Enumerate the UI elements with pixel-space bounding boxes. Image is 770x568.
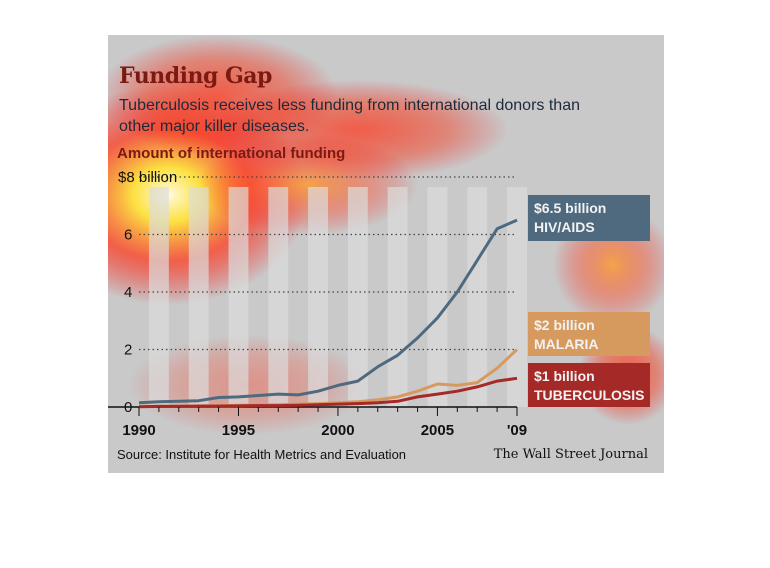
legend-tuberculosis: $1 billion TUBERCULOSIS bbox=[528, 363, 650, 407]
x-tick-label: 2005 bbox=[421, 422, 454, 439]
y-axis-ticks: 0 2 4 6 $8 billion bbox=[118, 169, 177, 416]
year-band bbox=[387, 187, 408, 407]
year-band bbox=[427, 187, 448, 407]
publisher-credit: The Wall Street Journal bbox=[493, 447, 648, 462]
legend-malaria: $2 billion MALARIA bbox=[528, 312, 650, 356]
year-band bbox=[188, 187, 209, 407]
y-axis-title: Amount of international funding bbox=[117, 145, 346, 162]
year-bands bbox=[148, 187, 527, 407]
x-tick-label: 1995 bbox=[222, 422, 255, 439]
year-band bbox=[148, 187, 169, 407]
series-line-tuberculosis bbox=[138, 376, 518, 409]
legend-malaria-value: $2 billion bbox=[534, 317, 595, 333]
legend-hiv-name: HIV/AIDS bbox=[534, 219, 595, 235]
legend-malaria-name: MALARIA bbox=[534, 336, 599, 352]
chart-card: 0 2 4 6 $8 billion 1990 1995 2000 2005 '09 Fundi… bbox=[108, 35, 664, 473]
y-tick-label: 6 bbox=[124, 227, 132, 244]
year-band bbox=[347, 187, 368, 407]
chart-title: Funding Gap bbox=[119, 63, 272, 89]
x-axis-ticks: 1990 1995 2000 2005 '09 bbox=[122, 407, 527, 439]
x-tick-label: '09 bbox=[507, 422, 527, 439]
year-band bbox=[268, 187, 289, 407]
legend-tb-name: TUBERCULOSIS bbox=[534, 387, 645, 403]
x-tick-label: 1990 bbox=[122, 422, 155, 439]
line-chart: 0 2 4 6 $8 billion 1990 1995 2000 2005 '09 bbox=[108, 169, 527, 439]
y-tick-label: 2 bbox=[124, 342, 132, 359]
legend-tb-value: $1 billion bbox=[534, 368, 595, 384]
y-tick-label: 4 bbox=[124, 284, 132, 301]
year-band bbox=[228, 187, 249, 407]
chart-subtitle: Tuberculosis receives less funding from … bbox=[119, 97, 580, 135]
series-lines bbox=[138, 218, 519, 409]
y-tick-label: $8 billion bbox=[118, 169, 177, 186]
year-band bbox=[467, 187, 488, 407]
legend-hiv-aids: $6.5 billion HIV/AIDS bbox=[528, 195, 650, 241]
year-band bbox=[308, 187, 328, 407]
series-line-hiv-aids bbox=[138, 218, 518, 405]
legend-hiv-value: $6.5 billion bbox=[534, 200, 607, 216]
y-tick-label: 0 bbox=[124, 399, 132, 416]
year-band bbox=[507, 187, 527, 407]
source-note: Source: Institute for Health Metrics and… bbox=[117, 447, 407, 462]
x-tick-label: 2000 bbox=[321, 422, 354, 439]
